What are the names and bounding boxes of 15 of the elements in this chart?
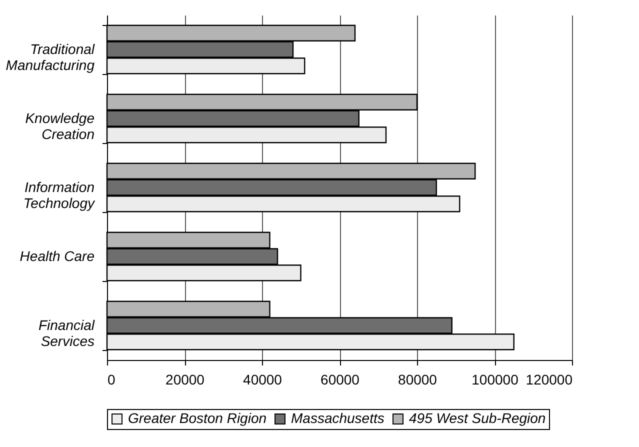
x-tick-label: 60000 bbox=[320, 372, 360, 388]
x-tick-label: 0 bbox=[108, 372, 116, 388]
y-tick-label: Knowledge Creation bbox=[25, 110, 95, 142]
legend-label: Massachusetts bbox=[291, 410, 384, 426]
x-tick-label: 100000 bbox=[472, 372, 519, 388]
x-tick-label: 40000 bbox=[243, 372, 282, 388]
x-tick-label: 80000 bbox=[398, 372, 438, 388]
legend-label: Greater Boston Rigion bbox=[128, 410, 267, 426]
y-tick-label: Health Care bbox=[20, 248, 95, 264]
x-tick-label: 120000 bbox=[526, 372, 573, 388]
y-tick-label: Traditional Manufacturing bbox=[6, 41, 96, 73]
legend-label: 495 West Sub-Region bbox=[409, 410, 546, 426]
x-tick-label: 20000 bbox=[166, 372, 205, 388]
y-tick-label: Information Technology bbox=[23, 179, 96, 211]
y-tick-label: Financial Services bbox=[38, 317, 96, 349]
